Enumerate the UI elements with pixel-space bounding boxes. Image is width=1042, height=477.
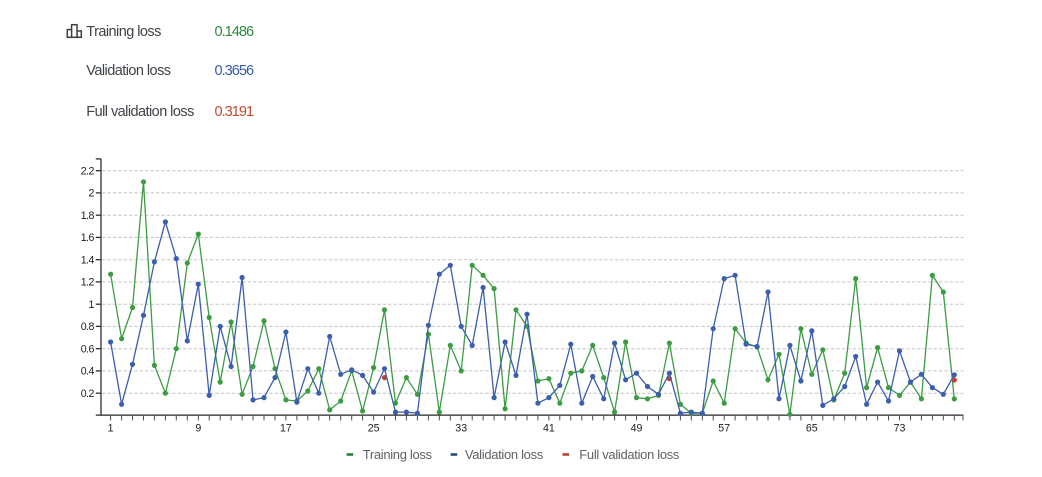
- svg-text:Validation loss: Validation loss: [465, 447, 544, 462]
- svg-text:73: 73: [894, 422, 906, 434]
- svg-text:1: 1: [108, 422, 114, 434]
- svg-text:Full validation loss: Full validation loss: [86, 104, 194, 120]
- svg-text:1: 1: [88, 299, 94, 311]
- svg-text:0.4: 0.4: [81, 366, 95, 378]
- svg-text:0.1486: 0.1486: [215, 24, 255, 40]
- svg-text:57: 57: [718, 422, 730, 434]
- svg-text:1.2: 1.2: [81, 277, 95, 289]
- svg-text:0.3656: 0.3656: [215, 63, 255, 79]
- svg-text:Training loss: Training loss: [86, 24, 161, 40]
- svg-text:Full validation loss: Full validation loss: [579, 447, 680, 462]
- svg-text:0.3191: 0.3191: [215, 104, 255, 120]
- svg-text:1.4: 1.4: [81, 254, 95, 266]
- svg-text:Validation loss: Validation loss: [86, 63, 170, 79]
- svg-text:0.6: 0.6: [81, 343, 95, 355]
- svg-text:65: 65: [806, 422, 818, 434]
- svg-text:49: 49: [631, 422, 643, 434]
- svg-text:2: 2: [88, 188, 94, 200]
- svg-text:1.8: 1.8: [81, 210, 95, 222]
- svg-text:33: 33: [455, 422, 467, 434]
- svg-text:0.8: 0.8: [81, 321, 95, 333]
- svg-text:17: 17: [280, 422, 292, 434]
- svg-text:9: 9: [195, 422, 201, 434]
- svg-text:25: 25: [368, 422, 380, 434]
- svg-text:0.2: 0.2: [81, 388, 95, 400]
- svg-text:Training loss: Training loss: [363, 447, 433, 462]
- svg-text:2.2: 2.2: [81, 165, 95, 177]
- svg-text:1.6: 1.6: [81, 232, 95, 244]
- svg-text:41: 41: [543, 422, 555, 434]
